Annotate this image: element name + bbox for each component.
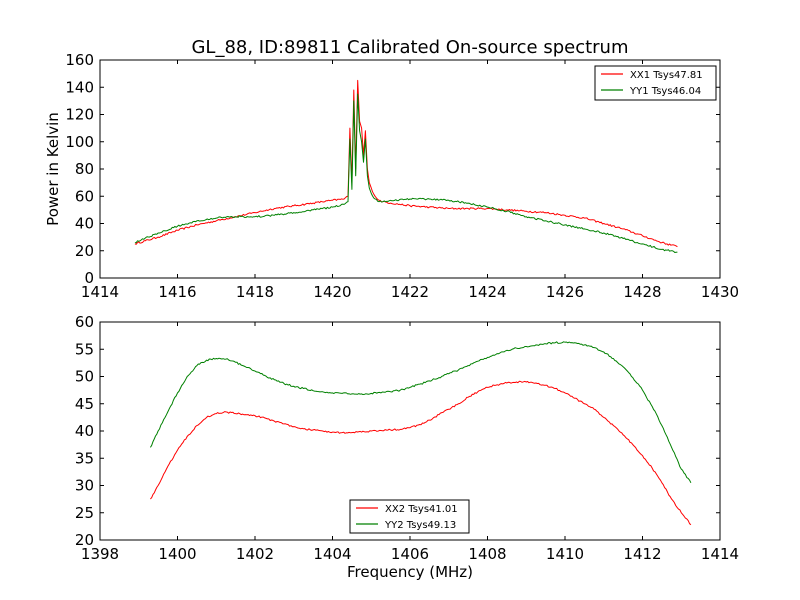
bottom-y-tick-label: 30 <box>75 477 94 495</box>
top-x-tick-label: 1414 <box>81 283 119 301</box>
top-legend-label-yy1: YY1 Tsys46.04 <box>629 86 701 97</box>
top-y-axis-label: Power in Kelvin <box>44 112 62 226</box>
bottom-spectrum-panel: 1398 1400 1402 1404 1406 1408 1410 1412 1414 20 25… <box>75 313 739 581</box>
bottom-y-tick-label: 35 <box>75 449 94 467</box>
top-y-tick-label: 0 <box>84 269 94 287</box>
top-spectrum-panel: 1414 1416 1418 1420 1422 1424 1426 1428 1430 0 20 4… <box>44 51 739 301</box>
top-x-tick-label: 1430 <box>701 283 739 301</box>
top-y-tick-label: 100 <box>65 133 94 151</box>
bottom-x-tick-label: 1412 <box>623 545 661 563</box>
top-series-layer <box>134 79 678 253</box>
top-y-tick-label: 40 <box>75 215 94 233</box>
bottom-x-tick-label: 1398 <box>81 545 119 563</box>
bottom-x-tick-label: 1404 <box>313 545 351 563</box>
top-y-tick-label: 120 <box>65 106 94 124</box>
top-series-line-1 <box>134 79 678 248</box>
top-y-tick-label: 160 <box>65 51 94 69</box>
top-x-tick-label: 1422 <box>391 283 429 301</box>
bottom-legend: XX2 Tsys41.01 YY2 Tsys49.13 <box>349 499 470 534</box>
bottom-x-tick-label: 1402 <box>236 545 274 563</box>
bottom-y-tick-label: 60 <box>75 313 94 331</box>
bottom-ticks-layer: 1398 1400 1402 1404 1406 1408 1410 1412 1414 20 25… <box>75 313 739 563</box>
bottom-x-tick-label: 1406 <box>391 545 429 563</box>
top-x-tick-label: 1426 <box>546 283 584 301</box>
top-y-tick-label: 60 <box>75 187 94 205</box>
bottom-legend-box <box>349 499 470 534</box>
top-ticks-layer: 1414 1416 1418 1420 1422 1424 1426 1428 1430 0 20 4… <box>65 51 739 301</box>
bottom-x-axis-label: Frequency (MHz) <box>347 563 473 581</box>
bottom-x-tick-label: 1414 <box>701 545 739 563</box>
top-y-tick-label: 140 <box>65 78 94 96</box>
bottom-legend-label-xx2: XX2 Tsys41.01 <box>385 504 458 515</box>
bottom-y-tick-label: 50 <box>75 368 94 386</box>
bottom-y-tick-label: 55 <box>75 340 94 358</box>
bottom-y-tick-label: 45 <box>75 395 94 413</box>
top-x-tick-label: 1416 <box>158 283 196 301</box>
chart-title: GL_88, ID:89811 Calibrated On-source spe… <box>191 37 628 58</box>
top-series-line-2 <box>134 93 678 253</box>
top-x-tick-label: 1428 <box>623 283 661 301</box>
top-y-tick-label: 20 <box>75 242 94 260</box>
top-x-tick-label: 1420 <box>313 283 351 301</box>
bottom-y-tick-label: 40 <box>75 422 94 440</box>
bottom-series-line-2 <box>149 341 692 484</box>
top-y-tick-label: 80 <box>75 160 94 178</box>
bottom-legend-label-yy2: YY2 Tsys49.13 <box>384 520 456 531</box>
bottom-x-tick-label: 1400 <box>158 545 196 563</box>
top-legend-label-xx1: XX1 Tsys47.81 <box>630 70 703 81</box>
bottom-x-tick-label: 1408 <box>468 545 506 563</box>
top-legend: XX1 Tsys47.81 YY1 Tsys46.04 <box>594 65 717 101</box>
bottom-series-line-1 <box>150 380 692 526</box>
bottom-x-tick-label: 1410 <box>546 545 584 563</box>
top-x-tick-label: 1424 <box>468 283 506 301</box>
top-legend-box <box>594 65 717 101</box>
top-x-tick-label: 1418 <box>236 283 274 301</box>
bottom-y-tick-label: 25 <box>75 504 94 522</box>
bottom-series-layer <box>149 341 692 526</box>
bottom-y-tick-label: 20 <box>75 531 94 549</box>
